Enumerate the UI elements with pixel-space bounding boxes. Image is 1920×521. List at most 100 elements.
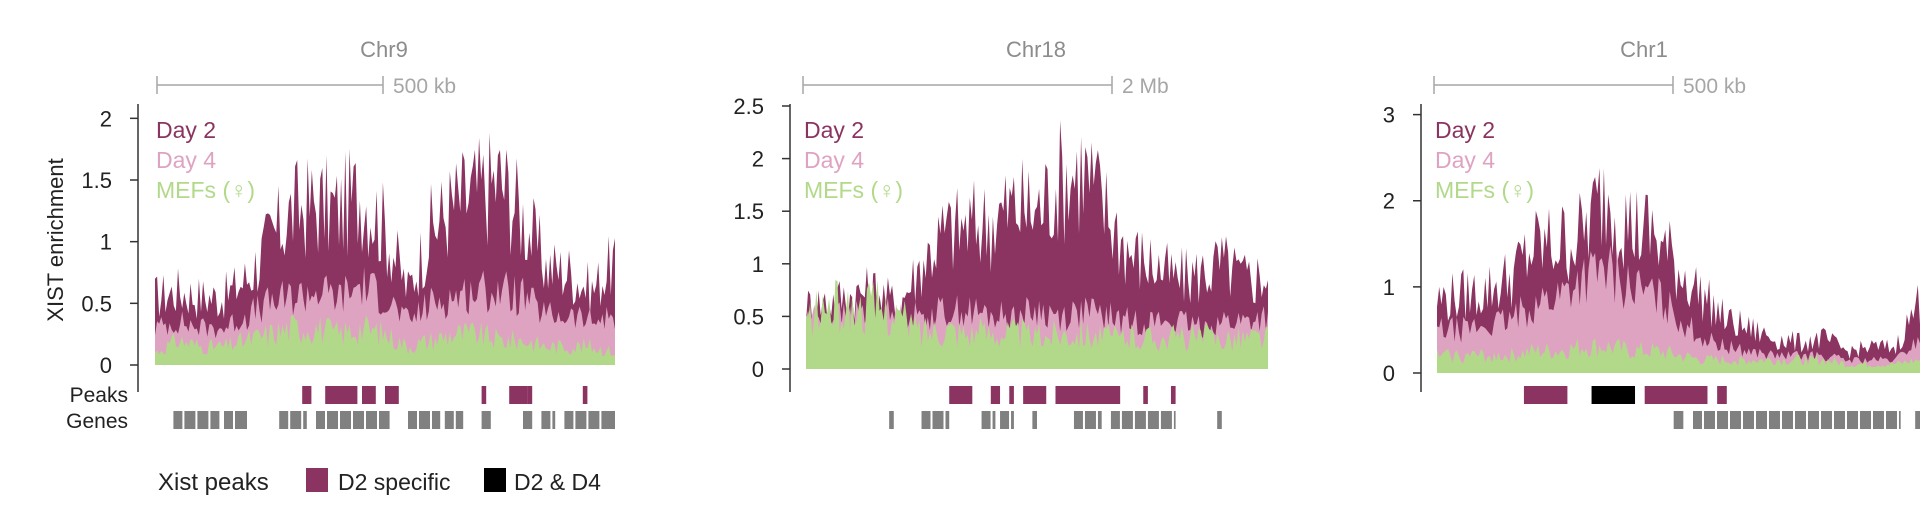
legend-label-d2-specific: D2 specific <box>338 469 450 495</box>
panel-title: Chr18 <box>1006 37 1066 62</box>
legend-swatch-d2-d4 <box>484 468 506 492</box>
peak-block <box>1055 386 1121 404</box>
panel-title: Chr1 <box>1620 37 1668 62</box>
peak-block <box>1644 386 1708 404</box>
gene-block <box>408 411 441 429</box>
gene-block <box>279 411 307 429</box>
y-tick-label: 1.5 <box>81 168 112 193</box>
gene-block <box>564 411 615 429</box>
gene-gap <box>325 411 327 429</box>
area-series-mefs <box>155 314 615 365</box>
chart-panel-chr18: Chr18 2 Mb 0 0.5 1 1.5 2 2.5 Day 2 Day 4 MEFs (♀) <box>733 37 1268 429</box>
gene-block <box>1032 411 1037 429</box>
gene-gap <box>1145 411 1148 429</box>
peak-block <box>362 386 376 404</box>
gene-gap <box>1831 411 1834 429</box>
series-label: Day 4 <box>804 147 864 173</box>
peak-block <box>1523 386 1568 404</box>
series-label: Day 2 <box>1435 117 1495 143</box>
peak-block <box>325 386 358 404</box>
peak-block <box>481 386 487 404</box>
gene-gap <box>453 411 456 429</box>
gene-gap <box>1883 411 1886 429</box>
gene-gap <box>1779 411 1782 429</box>
gene-gap <box>586 411 589 429</box>
gene-gap <box>930 411 933 429</box>
gene-block <box>1692 411 1901 429</box>
gene-gap <box>1082 411 1085 429</box>
panel-title: Chr9 <box>360 37 408 62</box>
series-label: Day 2 <box>156 117 216 143</box>
gene-gap <box>1896 411 1899 429</box>
y-tick-label: 2.5 <box>733 94 764 119</box>
chart-panel-chr1: Chr1 500 kb 0 1 2 3 Day 2 Day 4 MEFs (♀) <box>1383 37 1920 429</box>
gene-gap <box>338 411 340 429</box>
series-label: Day 4 <box>1435 147 1495 173</box>
gene-gap <box>1870 411 1873 429</box>
gene-gap <box>417 411 419 429</box>
peak-block <box>582 386 588 404</box>
gene-gap <box>377 411 379 429</box>
y-tick-label: 1 <box>752 252 764 277</box>
gene-block <box>523 411 533 429</box>
gene-gap <box>1844 411 1847 429</box>
gene-block <box>224 411 247 429</box>
area-series-day4 <box>1437 245 1920 373</box>
y-tick-label: 3 <box>1383 103 1395 128</box>
y-tick-label: 0 <box>1383 361 1395 386</box>
peak-block <box>385 386 399 404</box>
legend-swatch-d2-specific <box>306 468 328 492</box>
gene-gap <box>182 411 185 429</box>
gene-block <box>1000 411 1014 429</box>
gene-gap <box>1119 411 1122 429</box>
gene-block <box>889 411 894 429</box>
y-tick-label: 2 <box>100 106 112 131</box>
y-tick-label: 0 <box>752 357 764 382</box>
gene-block <box>481 411 491 429</box>
area-series-mefs <box>806 279 1268 369</box>
gene-gap <box>1009 411 1012 429</box>
gene-block <box>1915 411 1920 429</box>
gene-gap <box>550 411 553 429</box>
peak-block <box>949 386 973 404</box>
gene-gap <box>1158 411 1161 429</box>
row-label-peaks: Peaks <box>70 384 128 407</box>
gene-block <box>541 411 556 429</box>
peak-block <box>1143 386 1148 404</box>
peak-block <box>1170 386 1176 404</box>
y-tick-label: 0 <box>100 353 112 378</box>
legend-label-d2-d4: D2 & D4 <box>514 469 601 495</box>
gene-gap <box>1714 411 1717 429</box>
gene-gap <box>990 411 993 429</box>
peak-block <box>527 386 533 404</box>
gene-gap <box>351 411 353 429</box>
y-axis-label: XIST enrichment <box>43 158 68 321</box>
gene-gap <box>1857 411 1860 429</box>
y-tick-label: 1.5 <box>733 199 764 224</box>
y-tick-label: 2 <box>1383 189 1395 214</box>
gene-gap <box>1792 411 1795 429</box>
gene-gap <box>1095 411 1098 429</box>
peak-block <box>1009 386 1014 404</box>
chart-panel-chr9: Chr9 500 kb 0 0.5 1 1.5 2 Day 2 Day 4 MEFs (♀) <box>81 37 615 429</box>
peak-block <box>302 386 312 404</box>
scale-bar-label: 500 kb <box>1683 75 1746 98</box>
gene-gap <box>301 411 304 429</box>
area-series-mefs <box>1437 338 1920 373</box>
y-tick-label: 0.5 <box>733 304 764 329</box>
peak-block <box>1717 386 1727 404</box>
scale-bar-label: 2 Mb <box>1122 75 1169 98</box>
y-tick-label: 1 <box>1383 275 1395 300</box>
gene-gap <box>208 411 211 429</box>
row-label-genes: Genes <box>66 410 128 433</box>
series-label: MEFs (♀) <box>804 177 903 203</box>
gene-gap <box>1805 411 1808 429</box>
gene-gap <box>233 411 235 429</box>
gene-gap <box>1766 411 1769 429</box>
gene-gap <box>430 411 432 429</box>
peak-block <box>990 386 1001 404</box>
gene-block <box>921 411 950 429</box>
gene-gap <box>288 411 291 429</box>
gene-gap <box>1727 411 1730 429</box>
gene-gap <box>195 411 198 429</box>
